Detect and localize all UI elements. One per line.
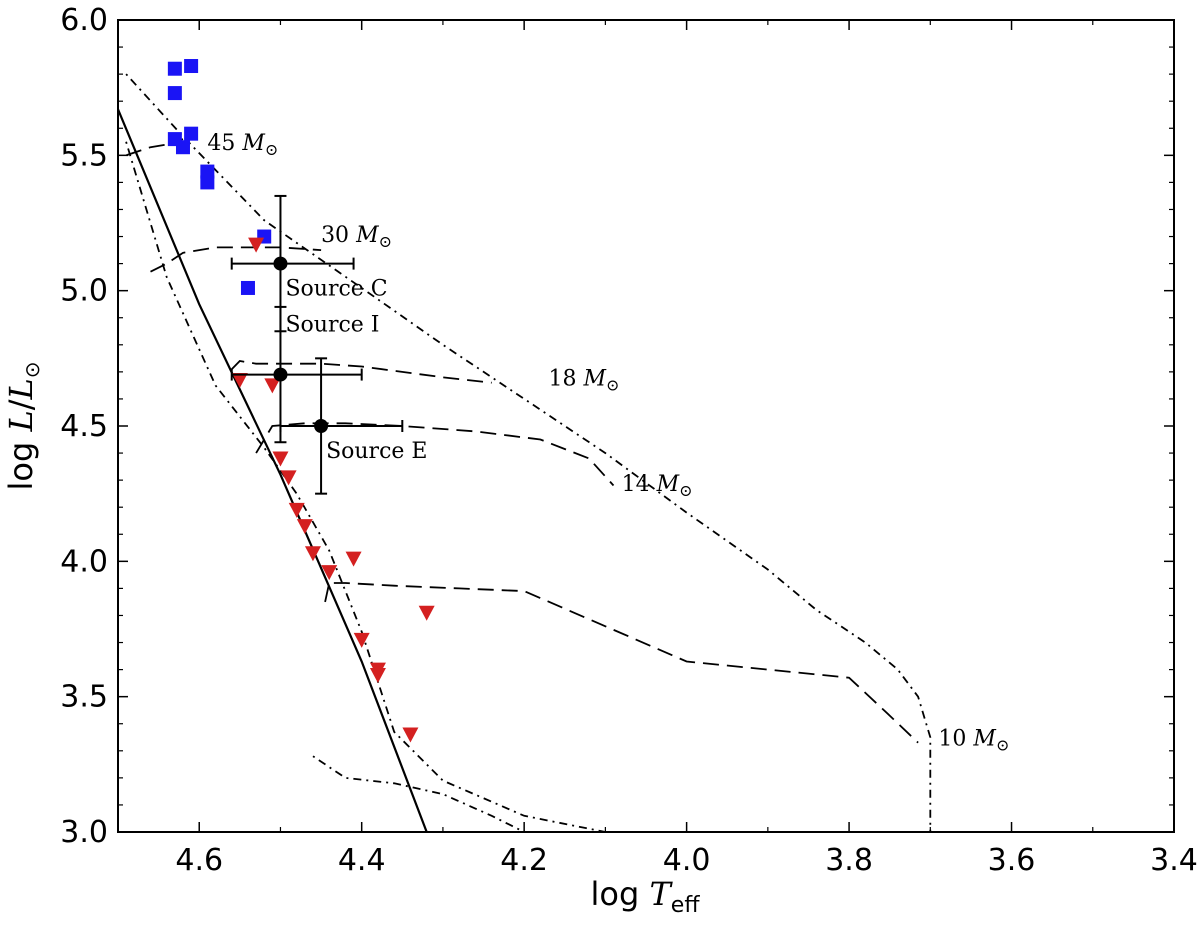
red-triangle-point xyxy=(280,470,297,486)
model-lines xyxy=(118,73,932,832)
axis-ticks: 4.6 4.4 4.2 4.0 3.8 3.6 3.4 3.0 3.5 4.0 4.5 5.0 5.5 6… xyxy=(60,3,1198,878)
x-axis-title-var: T xyxy=(649,875,673,913)
source-marker xyxy=(273,256,288,271)
red-triangle-point xyxy=(264,378,281,394)
y-axis-title-prefix: log xyxy=(2,432,40,491)
red-triangle-point xyxy=(272,451,289,467)
red-triangle-point xyxy=(248,237,265,253)
x-tick-label: 4.0 xyxy=(663,843,711,878)
source-point: Source I xyxy=(230,305,379,444)
blue-square-point xyxy=(184,59,199,74)
y-tick-label: 4.0 xyxy=(60,544,108,579)
x-tick-label: 4.6 xyxy=(175,843,223,878)
blue-square-point xyxy=(184,126,199,141)
red-triangle-point xyxy=(231,372,248,388)
line-track-10 xyxy=(324,582,919,744)
red-triangle-point xyxy=(369,668,386,684)
mass-label: 30 M⊙ xyxy=(321,223,392,251)
mass-sun-symbol: ⊙ xyxy=(606,375,619,394)
y-tick-label: 3.5 xyxy=(60,680,108,715)
mass-symbol: M xyxy=(241,131,265,156)
line-isochrone-dashdot-upper xyxy=(125,73,932,832)
mass-sun-symbol: ⊙ xyxy=(679,481,692,500)
red-triangle-point xyxy=(296,519,313,535)
red-triangle-point xyxy=(304,546,321,562)
y-axis-title-var: L xyxy=(2,410,40,432)
mass-symbol: M xyxy=(972,726,996,751)
y-axis-title: log L/L⊙ xyxy=(2,362,44,491)
blue-square-point xyxy=(200,175,215,190)
red-triangle-point xyxy=(288,502,305,518)
mass-sun-symbol: ⊙ xyxy=(996,735,1009,754)
line-isochrone-dashdot-bottom xyxy=(312,755,525,832)
source-marker xyxy=(273,367,288,382)
mass-sun-symbol: ⊙ xyxy=(379,232,392,251)
blue-square-point xyxy=(240,280,255,295)
blue-square-point xyxy=(200,164,215,179)
line-isochrone-dashdot-lower xyxy=(125,141,898,832)
line-track-18 xyxy=(231,360,492,384)
mass-value: 18 xyxy=(549,366,584,391)
y-tick-label: 5.5 xyxy=(60,138,108,173)
y-tick-label: 3.0 xyxy=(60,815,108,850)
red-triangle-point xyxy=(402,727,419,743)
source-point: Source C xyxy=(230,194,388,333)
mass-sun-symbol: ⊙ xyxy=(265,140,278,159)
data-points: Source C Source I Source E xyxy=(167,59,435,743)
x-tick-label: 3.6 xyxy=(988,843,1036,878)
x-axis-title-sub: eff xyxy=(671,893,701,918)
x-tick-label: 3.4 xyxy=(1150,843,1198,878)
line-zams-solid xyxy=(118,108,428,832)
x-tick-label: 3.8 xyxy=(825,843,873,878)
red-triangle-point xyxy=(418,605,435,621)
mass-label: 45 M⊙ xyxy=(207,131,278,159)
line-track-14 xyxy=(255,422,615,487)
source-marker xyxy=(314,419,329,433)
mass-value: 14 xyxy=(622,472,657,497)
mass-symbol: M xyxy=(656,472,680,497)
mass-value: 30 xyxy=(321,223,356,248)
annotations: 45 M⊙30 M⊙18 M⊙14 M⊙10 M⊙ xyxy=(207,131,1009,754)
source-point: Source E xyxy=(279,357,427,495)
mass-label: 18 M⊙ xyxy=(549,366,620,394)
red-triangle-point xyxy=(321,565,338,581)
mass-value: 10 xyxy=(938,726,973,751)
mass-label: 14 M⊙ xyxy=(622,472,693,500)
blue-square-point xyxy=(175,140,190,155)
y-axis-title-sub: ⊙ xyxy=(20,362,44,379)
red-triangle-point xyxy=(353,632,370,648)
mass-value: 45 xyxy=(207,131,242,156)
x-tick-label: 4.4 xyxy=(338,843,386,878)
x-axis-title: log Teff xyxy=(591,875,701,918)
y-axis-title-var2: L xyxy=(2,378,40,400)
y-axis-title-mid: / xyxy=(2,399,40,410)
y-tick-label: 4.5 xyxy=(60,409,108,444)
source-label: Source E xyxy=(326,439,427,464)
red-triangle-point xyxy=(345,551,362,567)
source-label: Source C xyxy=(285,277,387,302)
blue-square-point xyxy=(167,61,182,76)
y-tick-label: 5.0 xyxy=(60,274,108,309)
y-tick-label: 6.0 xyxy=(60,3,108,38)
x-axis-title-prefix: log xyxy=(591,875,650,913)
mass-symbol: M xyxy=(583,366,607,391)
mass-symbol: M xyxy=(355,223,379,248)
blue-square-point xyxy=(167,86,182,101)
mass-label: 10 M⊙ xyxy=(938,726,1009,754)
x-tick-label: 4.2 xyxy=(500,843,548,878)
source-label: Source I xyxy=(285,312,379,337)
